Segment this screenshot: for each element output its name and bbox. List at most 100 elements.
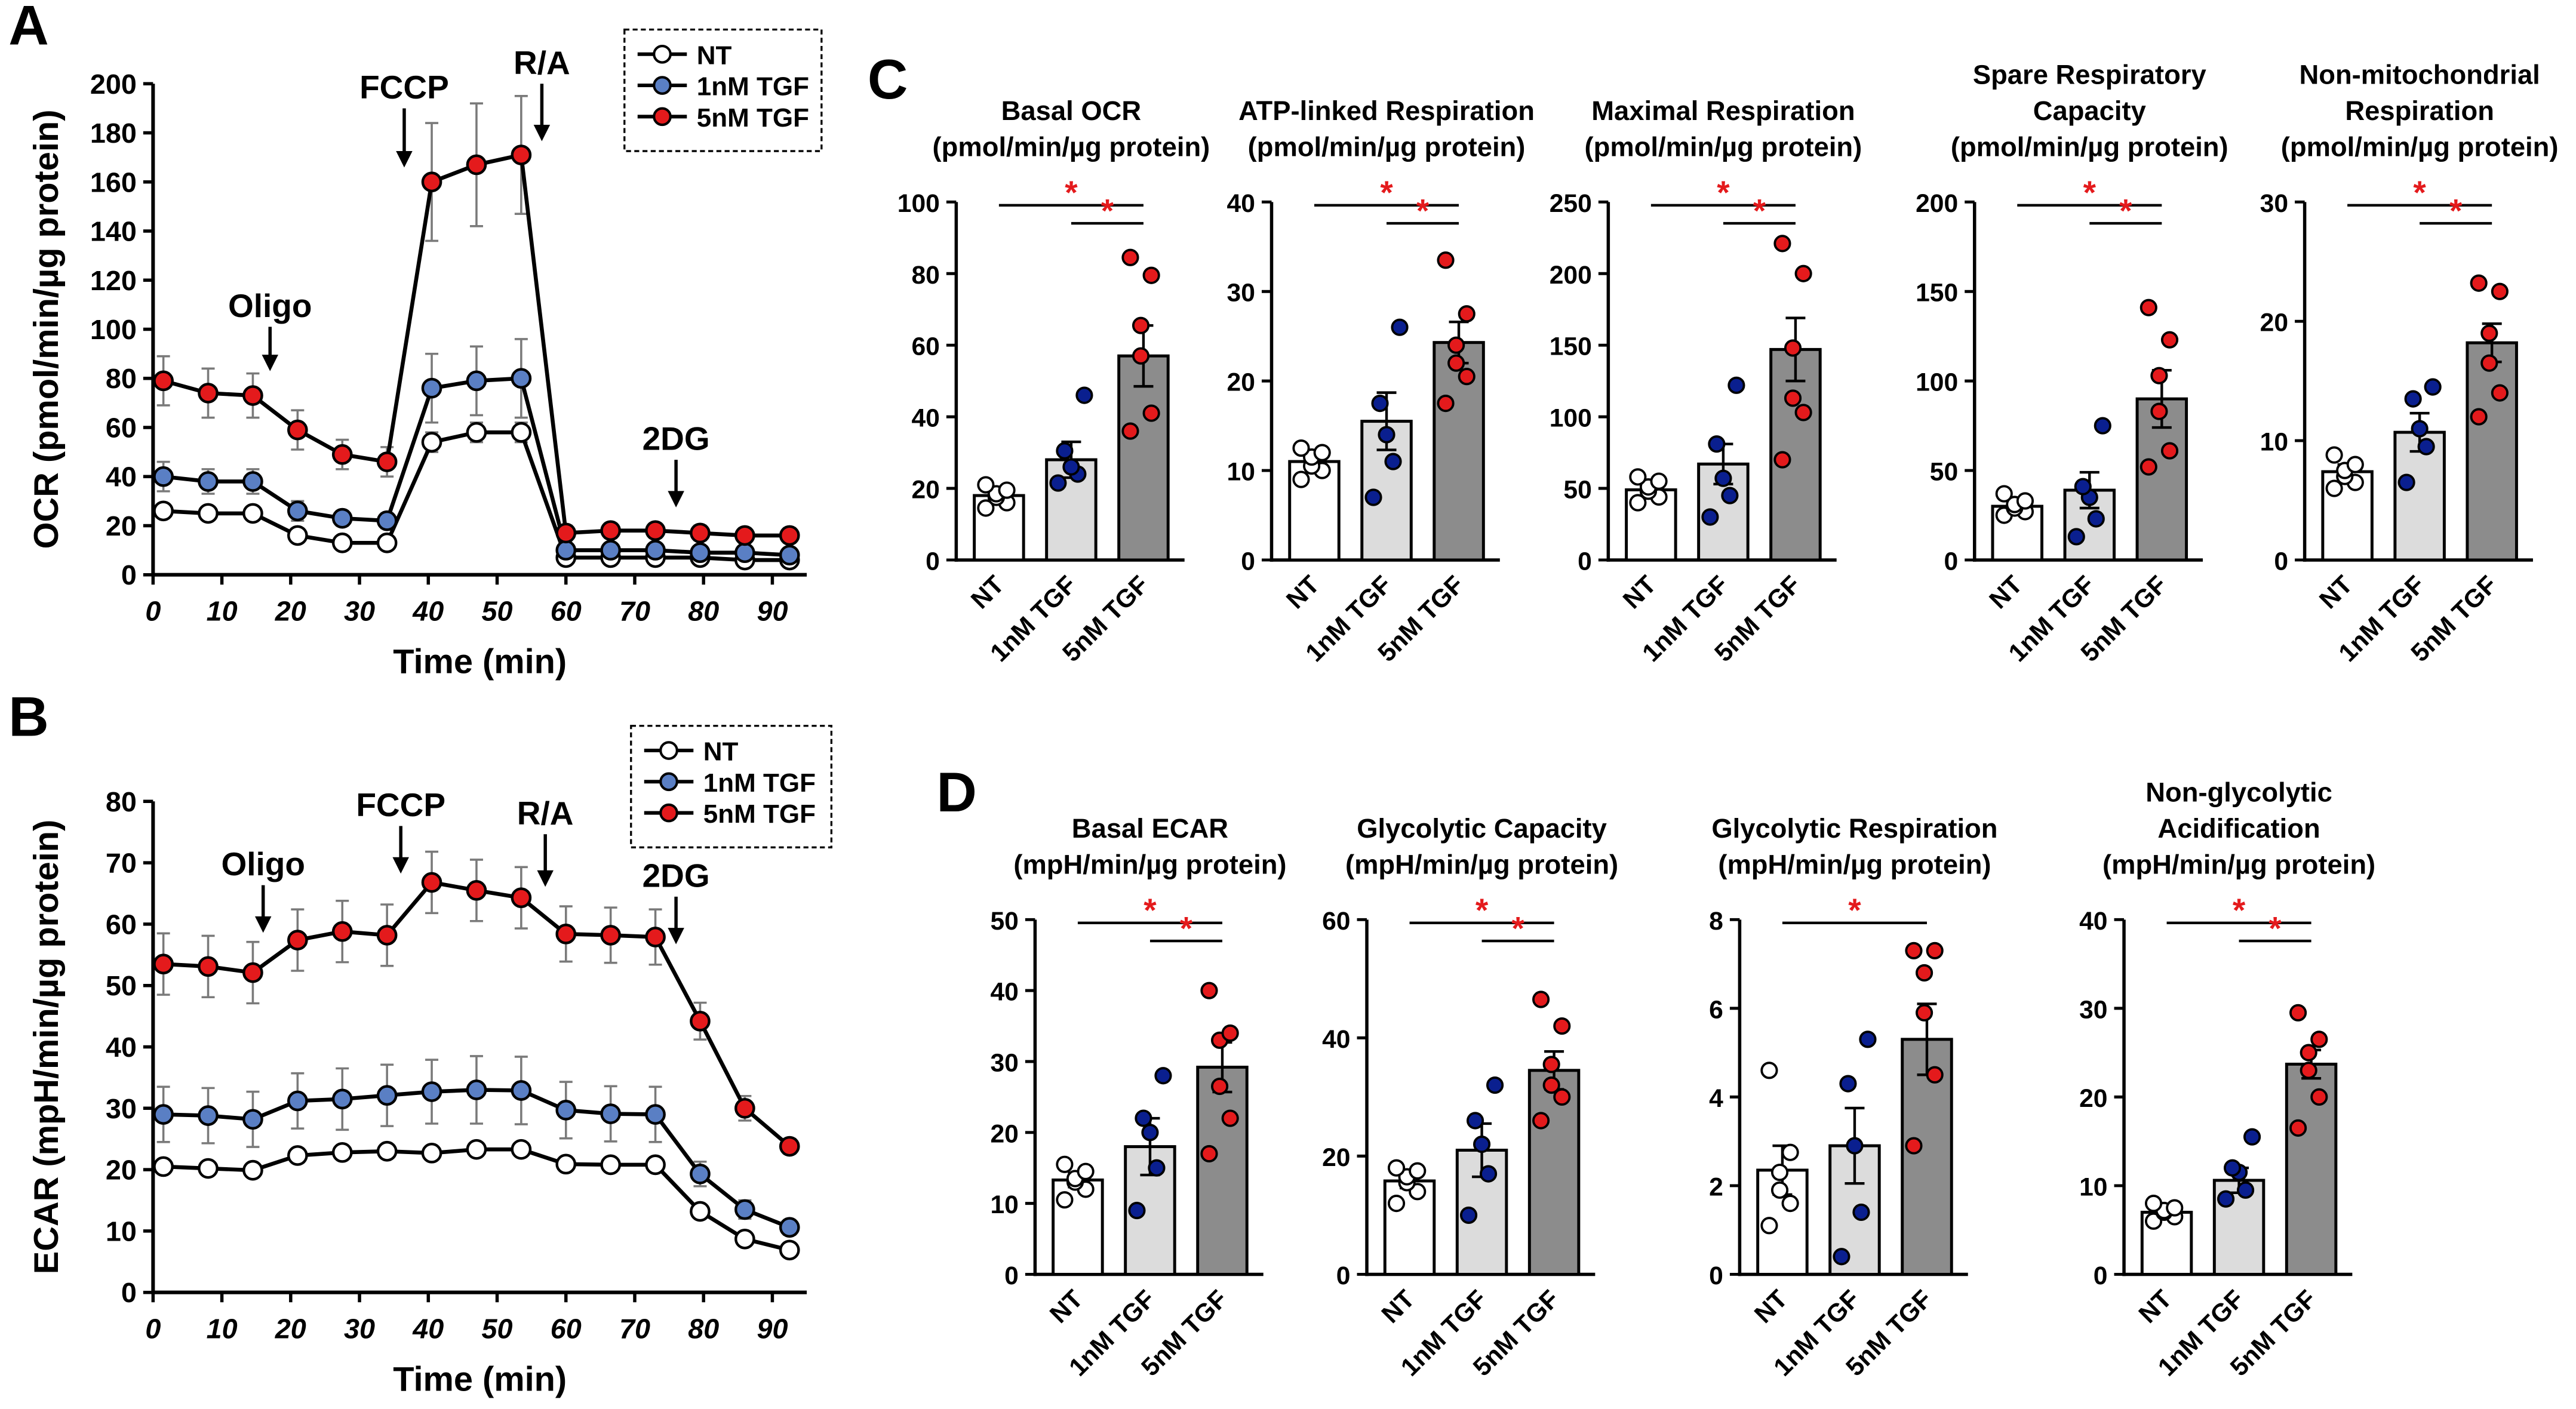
data-point xyxy=(1466,1112,1484,1130)
data-point xyxy=(1121,248,1139,266)
y-tick-label: 30 xyxy=(2260,189,2288,218)
data-point xyxy=(690,1010,711,1032)
y-tick-label: 0 xyxy=(1709,1262,1723,1290)
y-tick-label: 60 xyxy=(106,909,137,940)
data-point xyxy=(600,1103,621,1124)
y-tick-label: 40 xyxy=(2079,907,2107,936)
data-point xyxy=(1784,339,1802,357)
legend-label: 5nM TGF xyxy=(697,103,809,133)
data-point xyxy=(1784,389,1802,407)
data-point xyxy=(331,1088,353,1110)
x-tick-label: 50 xyxy=(482,1313,513,1345)
data-point xyxy=(1760,1062,1778,1079)
significance-asterisk: * xyxy=(2119,192,2132,229)
data-point xyxy=(1437,395,1455,413)
data-point xyxy=(466,422,487,443)
data-point xyxy=(1135,1109,1152,1127)
data-point xyxy=(376,510,398,531)
data-point xyxy=(376,1085,398,1106)
chart-title: (pmol/min/µg protein) xyxy=(2281,131,2559,162)
y-tick-label: 30 xyxy=(106,1093,137,1124)
data-point xyxy=(1915,1004,1933,1022)
significance-asterisk: * xyxy=(1380,174,1393,211)
y-tick-label: 50 xyxy=(990,907,1018,936)
y-tick-label: 250 xyxy=(1550,189,1592,218)
data-point xyxy=(2140,299,2157,316)
category-label: NT xyxy=(1984,570,2028,614)
data-point xyxy=(511,887,532,909)
data-point xyxy=(734,1199,755,1220)
y-tick-label: 150 xyxy=(1550,333,1592,361)
data-point xyxy=(466,370,487,392)
data-point xyxy=(1459,1206,1478,1225)
arrow-head xyxy=(668,491,684,507)
y-tick-label: 20 xyxy=(106,1155,137,1186)
significance-asterisk: * xyxy=(2083,174,2097,211)
chart-title: (mpH/min/µg protein) xyxy=(1718,849,1991,879)
data-point xyxy=(287,419,308,441)
data-point xyxy=(1721,487,1739,504)
annotation-oligo: Oligo xyxy=(228,287,312,324)
data-point xyxy=(466,1079,487,1100)
data-point xyxy=(1926,942,1944,959)
category-label: NT xyxy=(1044,1285,1089,1329)
data-point xyxy=(1458,368,1475,386)
x-tick-label: 0 xyxy=(145,596,161,627)
data-point xyxy=(1387,1195,1406,1213)
chart-title: Basal OCR xyxy=(1001,96,1142,126)
y-tick-label: 0 xyxy=(1336,1262,1351,1290)
bar-chart-7: Glycolytic Capacity (mpH/min/µg protein) 0… xyxy=(1322,813,1618,1382)
data-point xyxy=(998,481,1016,499)
category-label: NT xyxy=(1749,1285,1793,1329)
y-tick-label: 120 xyxy=(90,265,137,296)
data-point xyxy=(198,503,219,524)
data-point xyxy=(153,466,174,487)
data-point xyxy=(645,927,666,947)
bar xyxy=(1527,1069,1581,1276)
data-point xyxy=(153,500,174,522)
legend-marker xyxy=(659,772,678,792)
data-point xyxy=(1221,1024,1239,1042)
data-point xyxy=(1781,1143,1799,1161)
data-point xyxy=(2166,1199,2184,1217)
y-tick-label: 0 xyxy=(1944,547,1959,576)
data-point xyxy=(2411,420,2429,438)
x-tick-label: 60 xyxy=(551,1313,582,1345)
data-point xyxy=(1542,1056,1560,1073)
data-point xyxy=(198,1105,219,1126)
data-point xyxy=(2325,446,2343,464)
bar xyxy=(2393,430,2446,562)
annotation-2dg: 2DG xyxy=(643,420,710,457)
significance-asterisk: * xyxy=(1511,909,1524,946)
y-tick-label: 20 xyxy=(2260,309,2288,337)
significance-asterisk: * xyxy=(1717,174,1730,211)
data-point xyxy=(1926,1066,1944,1084)
data-point xyxy=(1200,982,1218,999)
data-point xyxy=(734,542,755,564)
data-point xyxy=(2094,417,2111,435)
bar xyxy=(1901,1038,1953,1276)
y-tick-label: 20 xyxy=(911,476,939,504)
significance-asterisk: * xyxy=(1475,891,1489,928)
data-point xyxy=(153,1156,174,1177)
data-point xyxy=(690,542,711,564)
chart-title: (pmol/min/µg protein) xyxy=(933,131,1210,162)
y-tick-label: 0 xyxy=(926,547,940,576)
y-tick-label: 60 xyxy=(911,333,939,361)
bar-chart-5: Non-mitochondrial Respiration (pmol/min/µg… xyxy=(2260,59,2559,667)
legend-marker xyxy=(653,44,672,64)
series-nt xyxy=(153,421,800,571)
data-point xyxy=(1142,266,1160,284)
data-point xyxy=(421,1081,442,1102)
panel-letter-d: D xyxy=(936,761,977,823)
x-axis-label: Time (min) xyxy=(393,1361,567,1399)
data-point xyxy=(331,921,353,942)
annotation-fccp: FCCP xyxy=(356,786,445,823)
data-point xyxy=(242,1159,263,1181)
data-point xyxy=(779,1239,800,1261)
y-tick-label: 0 xyxy=(2094,1262,2108,1290)
y-tick-label: 40 xyxy=(1322,1025,1350,1054)
legend-label: NT xyxy=(703,737,739,767)
